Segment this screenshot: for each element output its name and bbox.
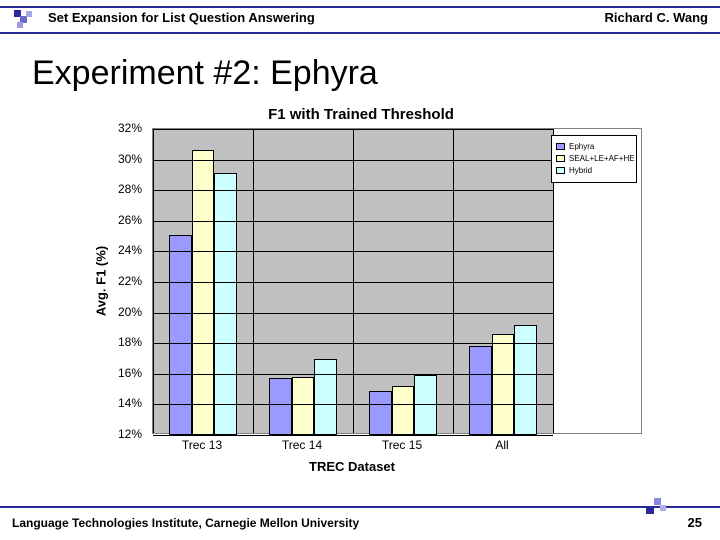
legend-swatch xyxy=(556,167,565,174)
y-tick: 30% xyxy=(118,152,142,166)
x-tick-row: Trec 13 Trec 14 Trec 15 All xyxy=(152,438,552,456)
bar xyxy=(314,359,337,436)
x-axis-label: TREC Dataset xyxy=(309,459,395,474)
y-axis-label: Avg. F1 (%) xyxy=(94,246,109,316)
footer-divider xyxy=(0,506,720,508)
y-tick: 32% xyxy=(118,121,142,135)
y-tick: 26% xyxy=(118,213,142,227)
gridline-h xyxy=(153,435,553,436)
legend-item: Ephyra xyxy=(556,141,632,152)
bar xyxy=(469,346,492,435)
y-tick: 16% xyxy=(118,366,142,380)
bar xyxy=(392,386,415,435)
logo-icon xyxy=(14,10,44,32)
bar xyxy=(292,377,315,435)
legend-label: Ephyra xyxy=(569,141,594,152)
y-tick-column: 12%14%16%18%20%22%24%26%28%30%32% xyxy=(108,128,148,434)
page-title: Experiment #2: Ephyra xyxy=(32,54,378,93)
chart-title: F1 with Trained Threshold xyxy=(70,106,652,123)
x-axis-label-wrap: TREC Dataset xyxy=(152,458,552,476)
bar xyxy=(192,150,215,435)
x-tick: Trec 14 xyxy=(282,438,322,452)
talk-title: Set Expansion for List Question Answerin… xyxy=(48,10,315,25)
bar xyxy=(214,173,237,435)
bar xyxy=(514,325,537,435)
bar xyxy=(492,334,515,435)
y-tick: 28% xyxy=(118,182,142,196)
gridline-v xyxy=(453,129,454,433)
y-tick: 20% xyxy=(118,305,142,319)
page-number: 25 xyxy=(688,515,702,530)
y-tick: 18% xyxy=(118,335,142,349)
legend-swatch xyxy=(556,143,565,150)
plot-wrap: Avg. F1 (%) 12%14%16%18%20%22%24%26%28%3… xyxy=(70,128,652,434)
plot-area: EphyraSEAL+LE+AF+HEHybrid xyxy=(152,128,642,434)
gridline-v xyxy=(153,129,154,433)
x-tick: Trec 13 xyxy=(182,438,222,452)
legend-swatch xyxy=(556,155,565,162)
legend-item: Hybrid xyxy=(556,165,632,176)
y-tick: 14% xyxy=(118,396,142,410)
legend-label: Hybrid xyxy=(569,165,592,176)
x-tick: Trec 15 xyxy=(382,438,422,452)
gridline-v xyxy=(353,129,354,433)
slide: Set Expansion for List Question Answerin… xyxy=(0,0,720,540)
y-tick: 22% xyxy=(118,274,142,288)
author-name: Richard C. Wang xyxy=(604,10,708,25)
plot-inner xyxy=(153,129,553,433)
chart: F1 with Trained Threshold Avg. F1 (%) 12… xyxy=(70,106,652,470)
y-tick: 24% xyxy=(118,243,142,257)
footer-logo-icon xyxy=(646,498,674,516)
legend: EphyraSEAL+LE+AF+HEHybrid xyxy=(551,135,637,183)
x-tick: All xyxy=(495,438,508,452)
footer-institute: Language Technologies Institute, Carnegi… xyxy=(12,516,359,530)
legend-label: SEAL+LE+AF+HE xyxy=(569,153,635,164)
header-bar: Set Expansion for List Question Answerin… xyxy=(0,6,720,34)
gridline-v xyxy=(253,129,254,433)
legend-item: SEAL+LE+AF+HE xyxy=(556,153,632,164)
bar xyxy=(269,378,292,435)
bar xyxy=(369,391,392,435)
y-tick: 12% xyxy=(118,427,142,441)
